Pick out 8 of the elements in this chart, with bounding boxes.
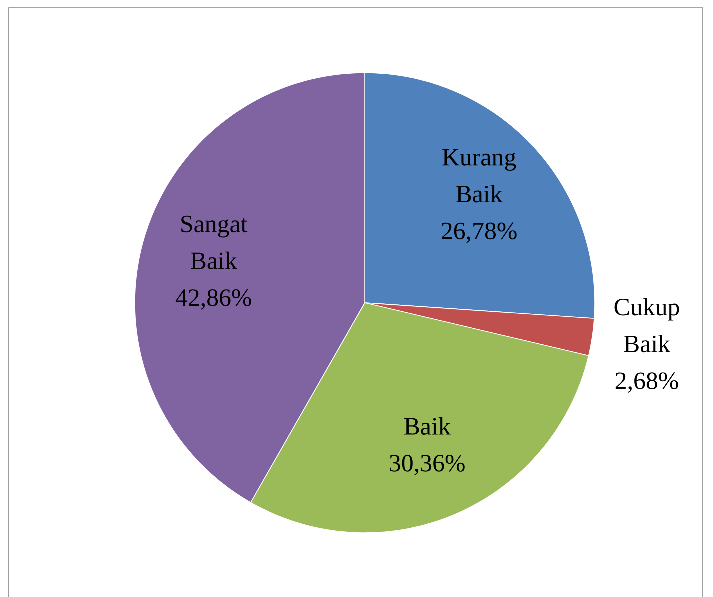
data-label: 30,36%	[390, 455, 465, 476]
data-label: 26,78%	[442, 222, 517, 244]
slice-label: Kurang Baik	[442, 149, 516, 203]
slice-label: Baik	[404, 417, 451, 435]
slice-label: Sangat Baik	[182, 216, 248, 270]
slice-label: Cukup Baik	[614, 298, 680, 353]
data-label: 2,68%	[616, 372, 678, 394]
data-label: 42,86%	[176, 290, 252, 310]
